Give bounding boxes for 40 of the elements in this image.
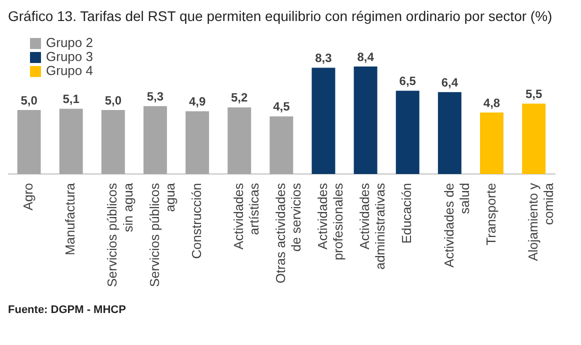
data-label: 5,3: [146, 89, 164, 104]
bar: [186, 111, 210, 174]
bar: [17, 110, 41, 174]
bar: [438, 92, 462, 174]
bar: [522, 104, 546, 174]
x-tick-label: Alojamiento y comida: [525, 182, 556, 261]
bar: [312, 68, 336, 174]
bar: [480, 112, 504, 174]
legend-label: Grupo 2: [46, 35, 93, 50]
data-label: 8,4: [357, 50, 374, 64]
x-tick-label: Construcción: [188, 182, 204, 259]
data-label: 4,5: [273, 100, 290, 114]
x-tick-label: Actividades de salud: [441, 182, 472, 268]
data-label: 4,9: [188, 94, 206, 109]
x-tick-label: Transporte: [483, 182, 498, 246]
bar: [228, 107, 252, 174]
x-tick-label: Actividades artísticas: [230, 182, 262, 250]
x-tick-label: Agro: [20, 182, 36, 210]
bar: [354, 66, 378, 174]
x-tick-label: Servicios públicos sin agua: [104, 182, 136, 287]
source-note: Fuente: DGPM - MHCP: [8, 304, 127, 316]
data-label: 5,0: [20, 93, 38, 108]
data-label: 5,0: [104, 93, 122, 108]
bar: [59, 108, 83, 174]
legend-label: Grupo 3: [46, 49, 93, 64]
bar: [143, 106, 167, 174]
data-label: 5,5: [525, 86, 542, 101]
data-label: 4,8: [483, 96, 500, 110]
x-tick-label: Educación: [399, 182, 414, 244]
bar: [270, 116, 294, 174]
x-tick-label: Manufactura: [62, 182, 78, 256]
legend-label: Grupo 4: [46, 63, 93, 78]
chart-title: Gráfico 13. Tarifas del RST que permiten equilibrio con régimen ordinario por sector (%): [8, 8, 554, 24]
data-label: 6,4: [441, 75, 458, 90]
bar: [396, 90, 420, 174]
data-label: 6,5: [399, 74, 416, 88]
bar: [101, 110, 125, 174]
data-label: 8,3: [315, 51, 332, 66]
data-label: 5,1: [62, 92, 80, 106]
data-label: 5,2: [231, 90, 248, 105]
